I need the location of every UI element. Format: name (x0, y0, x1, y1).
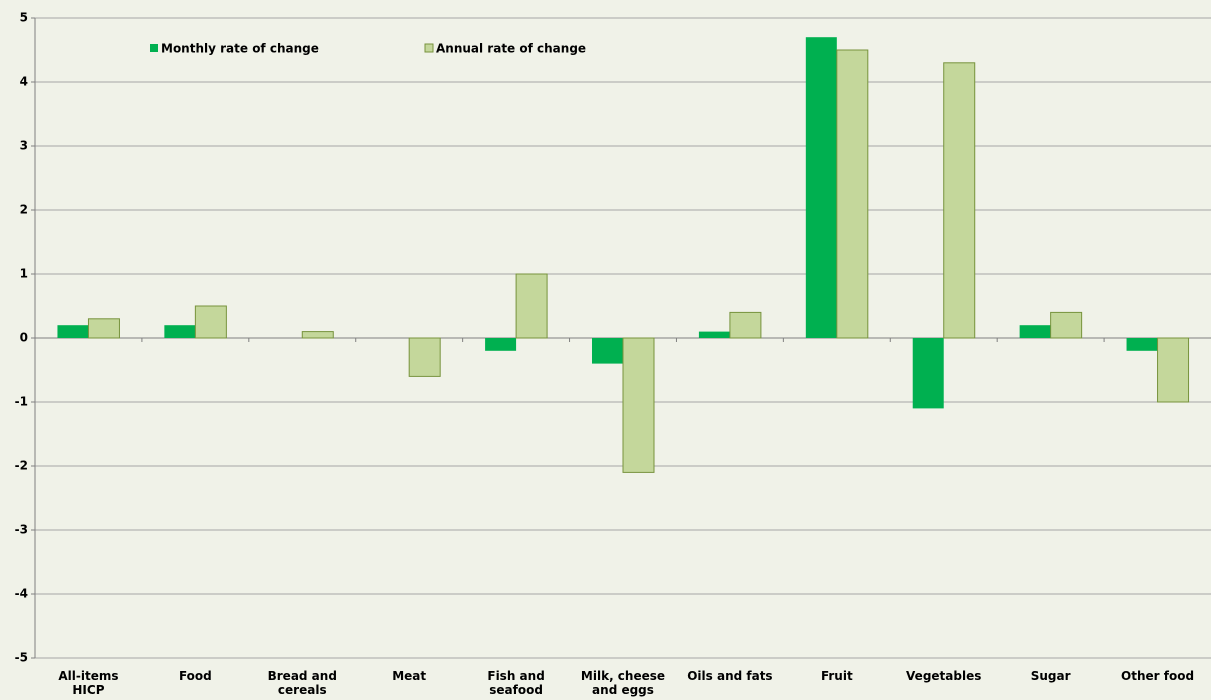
y-tick-label: 0 (20, 331, 28, 345)
bar (301, 331, 334, 339)
legend-label: Annual rate of change (436, 42, 586, 56)
x-tick-label: Bread and cereals (267, 669, 337, 697)
bar (57, 325, 89, 338)
legend-label: Monthly rate of change (161, 42, 319, 56)
bar (1157, 337, 1190, 403)
legend-swatch (424, 43, 434, 53)
bar (592, 338, 623, 364)
bar (1019, 325, 1051, 338)
x-tick-label: All-items HICP (58, 669, 119, 697)
y-tick-label: 1 (20, 267, 28, 281)
y-tick-label: -1 (15, 395, 28, 409)
bar (1126, 338, 1158, 351)
y-tick-label: -4 (15, 587, 28, 601)
bar (194, 305, 227, 339)
bar (1050, 311, 1083, 339)
y-tick-label: 4 (20, 75, 28, 89)
y-tick-label: -2 (15, 459, 28, 473)
bar (622, 337, 655, 473)
y-tick-label: 2 (20, 203, 28, 217)
y-tick-label: 5 (20, 11, 28, 25)
x-tick-label: Fruit (820, 669, 853, 683)
x-tick-label: Vegetables (906, 669, 982, 683)
legend-swatch (150, 44, 158, 52)
bar (515, 273, 548, 339)
x-tick-label: Sugar (1030, 669, 1071, 683)
bar (729, 311, 762, 339)
bar (87, 318, 120, 339)
bar (164, 325, 196, 338)
bar (805, 37, 837, 338)
x-tick-label: Meat (392, 669, 427, 683)
bar (943, 62, 976, 339)
x-tick-label: Milk, cheese and eggs (580, 669, 666, 697)
x-tick-label: Other food (1121, 669, 1195, 683)
bar (836, 49, 869, 339)
bar (698, 331, 730, 338)
x-tick-label: Food (178, 669, 212, 683)
x-tick-label: Fish and seafood (487, 669, 545, 697)
y-tick-label: 3 (20, 139, 28, 153)
y-tick-label: -3 (15, 523, 28, 537)
bar (408, 337, 441, 377)
y-tick-label: -5 (15, 651, 28, 665)
x-tick-label: Oils and fats (687, 669, 773, 683)
bar (912, 338, 944, 409)
bar (485, 338, 517, 351)
